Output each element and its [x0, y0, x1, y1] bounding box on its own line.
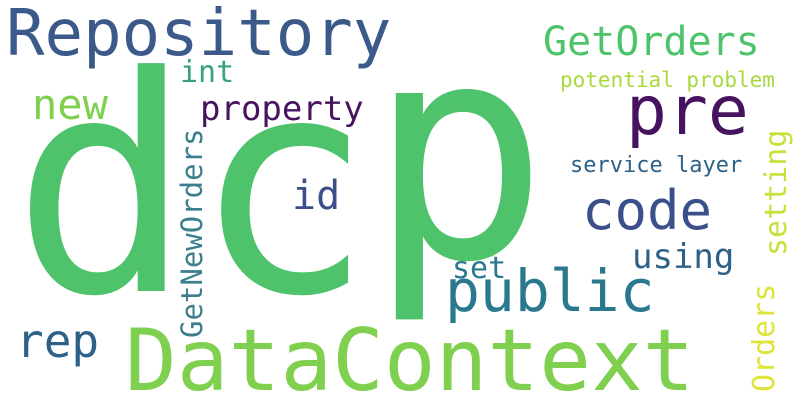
- word-set: set: [452, 251, 507, 286]
- word-service-layer: service layer: [570, 153, 743, 178]
- word-getneworders: GetNewOrders: [175, 128, 209, 338]
- word-code: code: [582, 179, 713, 242]
- word-setting: setting: [759, 129, 794, 256]
- word-orders: Orders: [747, 283, 782, 392]
- word-potential-problem: potential problem: [560, 68, 775, 92]
- word-rep: rep: [16, 314, 100, 368]
- word-new: new: [32, 80, 108, 129]
- word-property: property: [200, 89, 364, 129]
- word-pre: pre: [626, 72, 749, 151]
- word-public: public: [445, 257, 655, 325]
- word-int: int: [180, 55, 235, 90]
- word-getorders: GetOrders: [543, 19, 760, 65]
- word-p: p: [368, 0, 549, 328]
- word-using: using: [632, 237, 735, 277]
- word-dc: dc: [12, 13, 374, 362]
- word-datacontext: DataContext: [125, 311, 695, 400]
- word-id: id: [292, 173, 341, 219]
- word-repository: Repository: [6, 0, 392, 71]
